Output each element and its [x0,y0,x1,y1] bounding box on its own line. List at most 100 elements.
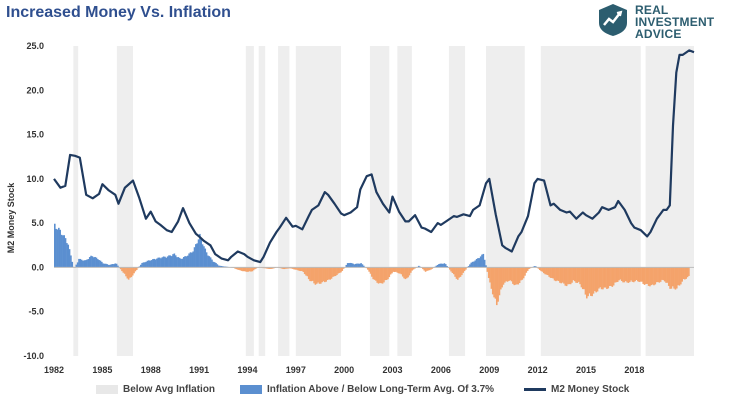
inflation-bar-443 [649,267,651,287]
inflation-bar-107 [197,239,200,268]
inflation-bar-115 [208,256,211,268]
inflation-bar-295 [450,267,452,272]
inflation-bar-23 [84,260,87,268]
inflation-bar-459 [670,267,673,289]
inflation-bar-149 [254,267,256,270]
inflation-bar-189 [307,267,310,280]
inflation-bar-58 [131,267,134,276]
legend: Below Avg Inflation Inflation Above / Be… [96,381,731,397]
inflation-bar-418 [615,267,618,283]
inflation-bar-31 [95,257,98,268]
inflation-bar-239 [375,267,377,281]
inflation-bar-452 [661,267,663,280]
inflation-bar-400 [591,267,593,297]
inflation-bar-424 [623,267,626,283]
inflation-bar-22 [83,260,86,268]
inflation-bar-178 [293,267,295,270]
inflation-bar-206 [330,267,333,279]
inflation-bar-46 [115,263,118,268]
inflation-bar-214 [341,267,344,271]
inflation-bar-200 [322,267,325,282]
inflation-bar-102 [191,252,193,268]
inflation-bar-112 [204,248,207,268]
inflation-bar-251 [391,267,393,274]
inflation-bar-336 [505,267,507,282]
inflation-bar-191 [310,267,313,282]
inflation-bar-326 [491,267,494,295]
inflation-bar-331 [498,267,501,296]
shaded-period-2 [245,46,254,356]
inflation-bar-8 [64,238,67,268]
inflation-bar-265 [410,267,412,273]
inflation-bar-389 [576,267,579,283]
inflation-bar-467 [681,267,683,282]
inflation-bar-291 [444,264,447,268]
inflation-bar-29 [92,257,95,268]
inflation-bar-253 [393,267,396,273]
inflation-bar-357 [533,266,536,268]
y-tick-label: 0.0 [31,262,44,272]
inflation-bar-3 [58,227,60,268]
inflation-bar-367 [547,267,549,276]
inflation-bar-325 [490,267,493,289]
inflation-bar-98 [185,256,188,268]
shaded-period-3 [258,46,266,356]
inflation-bar-375 [557,267,560,281]
inflation-bar-228 [360,263,362,268]
inflation-bar-446 [653,267,655,286]
inflation-bar-344 [516,267,518,285]
inflation-bar-77 [157,257,160,268]
inflation-bar-328 [494,267,497,299]
inflation-bar-330 [497,267,499,302]
inflation-bar-111 [203,246,205,268]
inflation-bar-81 [162,256,165,268]
inflation-bar-372 [553,267,556,281]
inflation-bar-369 [549,267,552,278]
inflation-bar-158 [266,267,268,269]
inflation-bar-196 [317,267,319,283]
inflation-bar-218 [346,263,349,268]
inflation-bar-277 [426,267,428,271]
inflation-bar-368 [548,267,550,277]
inflation-bar-308 [467,266,470,268]
inflation-bar-327 [493,267,495,298]
inflation-bar-363 [541,267,544,272]
inflation-bar-224 [354,263,357,268]
inflation-bar-114 [207,255,209,268]
inflation-bar-409 [603,267,606,288]
inflation-bar-408 [602,267,604,290]
inflation-bar-37 [103,263,106,268]
inflation-bar-36 [102,263,104,268]
inflation-bar-74 [153,258,156,268]
inflation-bar-316 [478,258,481,268]
inflation-bar-57 [130,267,133,278]
inflation-bar-2 [56,229,59,268]
inflation-bar-333 [501,267,503,288]
inflation-bar-67 [144,262,146,268]
shaded-period-0 [73,46,79,356]
inflation-bar-110 [201,244,204,268]
inflation-bar-240 [376,267,379,283]
inflation-bar-297 [452,267,455,275]
inflation-bar-396 [585,267,588,299]
inflation-bar-378 [561,267,564,283]
inflation-bar-198 [319,267,322,284]
inflation-bar-463 [675,267,678,289]
inflation-bar-34 [99,260,102,268]
inflation-bar-381 [565,267,568,287]
inflation-bar-135 [235,267,237,270]
inflation-bar-109 [200,238,203,268]
inflation-bar-300 [457,267,459,280]
legend-swatch-shade [96,384,118,394]
inflation-bar-324 [489,267,491,283]
legend-label-m2: M2 Money Stock [551,383,630,395]
inflation-bar-169 [281,267,283,269]
inflation-bar-147 [251,267,254,272]
inflation-bar-238 [373,267,376,280]
inflation-bar-288 [440,263,443,268]
inflation-bar-194 [314,267,317,285]
inflation-bar-449 [657,267,659,283]
inflation-bar-97 [184,256,186,268]
inflation-bar-311 [471,261,474,268]
inflation-bar-255 [396,267,399,273]
